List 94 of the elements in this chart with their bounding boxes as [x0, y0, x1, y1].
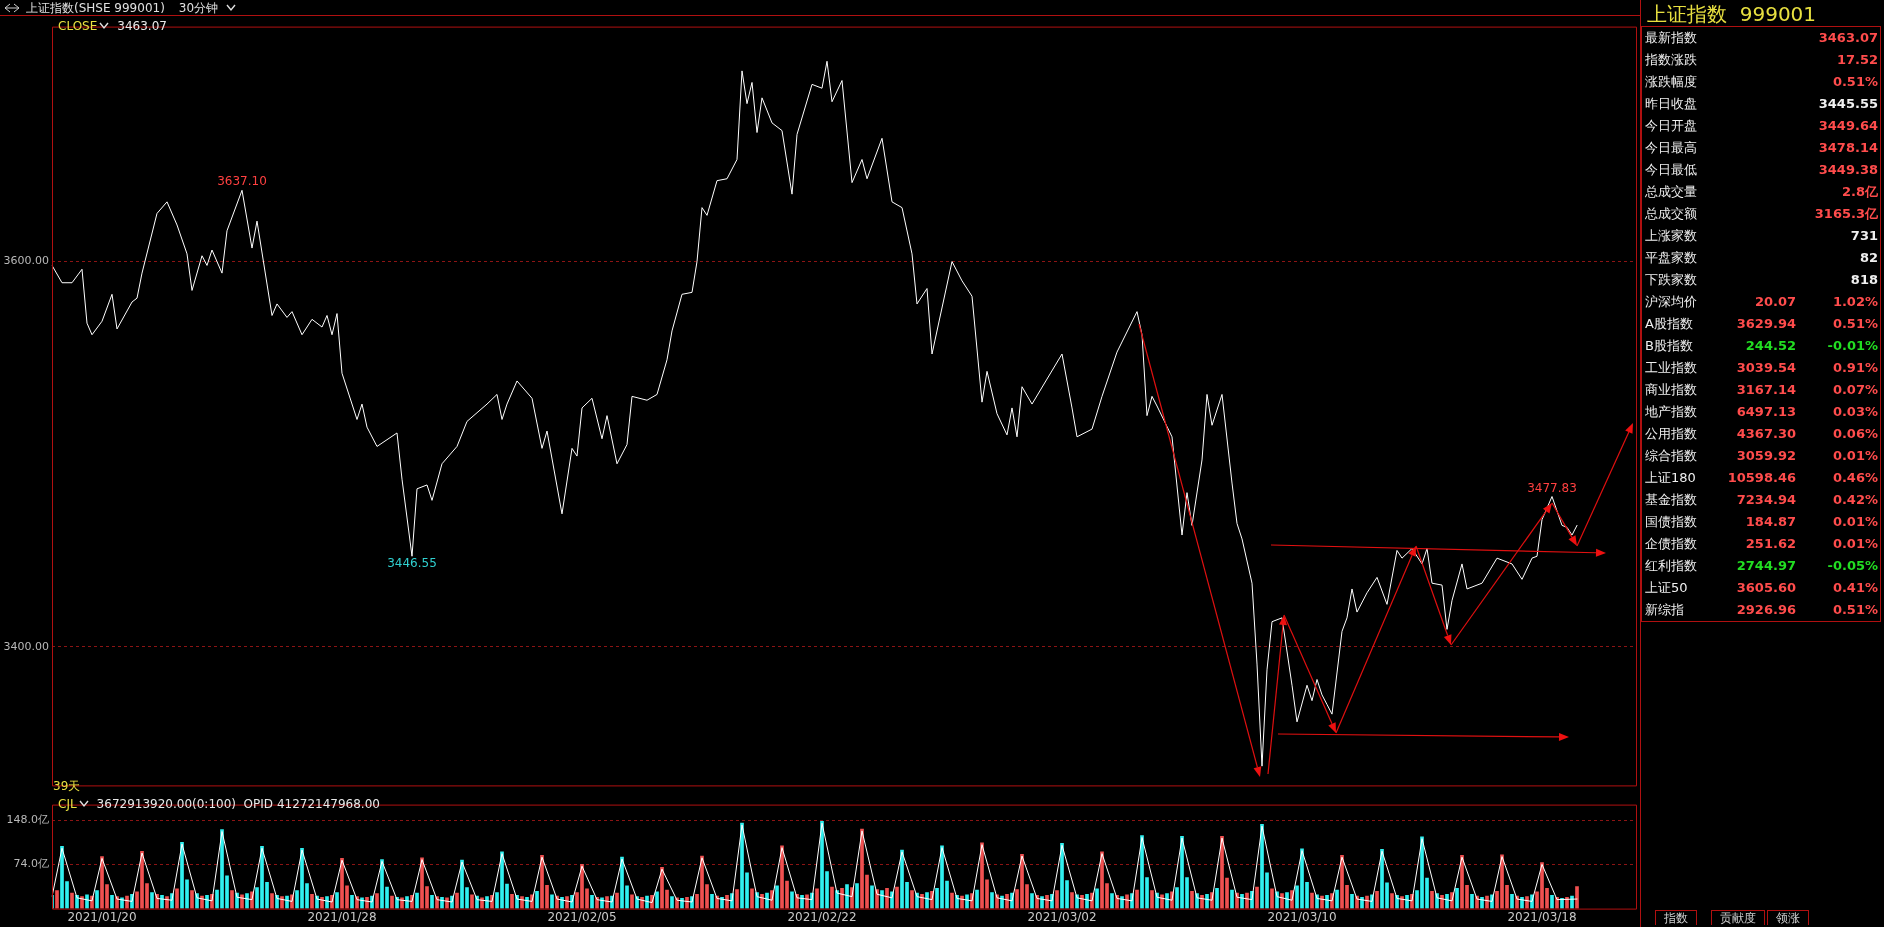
data-label: 0.91% — [1832, 359, 1878, 377]
category-label: 地产指数 — [1645, 403, 1697, 421]
data-label: 0.01% — [1832, 447, 1878, 465]
category-label: 新综指 — [1645, 601, 1684, 619]
annotation: 3672913920.00(0:100) OPID 41272147968.00 — [96, 797, 380, 811]
x-tick-label: 2021/01/20 — [67, 909, 137, 924]
data-label: 3449.38 — [1818, 161, 1878, 179]
data-label: 2744.97 — [1736, 557, 1796, 575]
data-label: 2926.96 — [1736, 601, 1796, 619]
x-tick-label: 2021/03/02 — [1027, 909, 1097, 924]
category-label: 基金指数 — [1645, 491, 1697, 509]
data-label: 4367.30 — [1736, 425, 1796, 443]
category-label: 公用指数 — [1645, 425, 1697, 443]
data-label: 0.51% — [1832, 601, 1878, 619]
annotation: 3477.83 — [1527, 480, 1577, 495]
data-label: 17.52 — [1836, 51, 1878, 69]
category-label: 上涨家数 — [1645, 227, 1697, 245]
category-label: 沪深均价 — [1645, 293, 1697, 311]
data-label: 818 — [1850, 271, 1878, 289]
category-label: 工业指数 — [1645, 359, 1697, 377]
text: 领涨 — [1767, 910, 1809, 925]
annotation: CLOSE — [58, 19, 98, 33]
category-label: 涨跌幅度 — [1645, 73, 1697, 91]
y-tick-label: 148.0亿 — [6, 813, 49, 826]
annotation: 3446.55 — [387, 556, 437, 571]
data-label: 731 — [1850, 227, 1878, 245]
data-label: 3605.60 — [1736, 579, 1796, 597]
category-label: 平盘家数 — [1645, 249, 1697, 267]
data-label: 20.07 — [1754, 293, 1796, 311]
data-label: 3167.14 — [1736, 381, 1796, 399]
category-label: 指数涨跌 — [1645, 51, 1697, 69]
category-label: 今日最高 — [1645, 139, 1697, 157]
category-label: 综合指数 — [1645, 447, 1697, 465]
category-label: 总成交额 — [1645, 205, 1697, 223]
data-label: 1.02% — [1832, 293, 1878, 311]
data-label: 6497.13 — [1736, 403, 1796, 421]
annotation: 39天 — [53, 779, 81, 793]
annotation: 3463.07 — [117, 19, 167, 33]
data-label: 3478.14 — [1818, 139, 1878, 157]
data-label: 0.01% — [1832, 535, 1878, 553]
category-label: 总成交量 — [1645, 183, 1697, 201]
x-tick-label: 2021/03/10 — [1267, 909, 1337, 924]
x-tick-label: 2021/03/18 — [1507, 909, 1577, 924]
category-label: B股指数 — [1645, 337, 1693, 355]
category-label: 今日最低 — [1645, 161, 1697, 179]
category-label: 企债指数 — [1645, 535, 1697, 553]
category-label: 下跌家数 — [1645, 271, 1697, 289]
x-tick-label: 2021/02/05 — [547, 909, 617, 924]
chart-subtitle: 30分钟 — [178, 0, 219, 15]
y-tick-label: 3600.00 — [3, 254, 49, 268]
data-label: -0.01% — [1827, 337, 1878, 355]
data-label: 3059.92 — [1736, 447, 1796, 465]
data-label: 3039.54 — [1736, 359, 1796, 377]
category-label: 红利指数 — [1645, 557, 1697, 575]
data-label: 7234.94 — [1736, 491, 1796, 509]
text: 指数 — [1655, 910, 1697, 925]
data-label: 0.01% — [1832, 513, 1878, 531]
data-label: 10598.46 — [1727, 469, 1796, 487]
data-label: 3449.64 — [1818, 117, 1878, 135]
data-label: 0.51% — [1832, 315, 1878, 333]
data-label: 0.03% — [1832, 403, 1878, 421]
data-label: 3629.94 — [1736, 315, 1796, 333]
data-label: 3165.3亿 — [1814, 205, 1878, 223]
category-label: 上证180 — [1645, 469, 1696, 487]
category-label: 最新指数 — [1645, 29, 1697, 47]
annotation: CJL — [58, 797, 77, 811]
category-label: A股指数 — [1645, 315, 1693, 333]
data-label: 0.46% — [1832, 469, 1878, 487]
text: 上证指数 999001 — [1647, 2, 1817, 26]
x-tick-label: 2021/01/28 — [307, 909, 377, 924]
data-label: 251.62 — [1745, 535, 1796, 553]
y-tick-label: 3400.00 — [3, 639, 49, 653]
category-label: 商业指数 — [1645, 381, 1697, 399]
data-label: 82 — [1859, 249, 1878, 267]
data-label: 2.8亿 — [1841, 183, 1878, 201]
chart-title: 上证指数(SHSE 999001) — [26, 0, 165, 15]
category-label: 上证50 — [1645, 579, 1688, 597]
category-label: 国债指数 — [1645, 513, 1697, 531]
category-label: 今日开盘 — [1645, 117, 1697, 135]
data-label: 244.52 — [1745, 337, 1796, 355]
annotation: 3637.10 — [217, 174, 267, 189]
category-label: 昨日收盘 — [1645, 95, 1697, 113]
data-label: 3445.55 — [1818, 95, 1878, 113]
data-label: 0.51% — [1832, 73, 1878, 91]
data-label: 0.06% — [1832, 425, 1878, 443]
text: 贡献度 — [1711, 910, 1765, 925]
data-label: 0.41% — [1832, 579, 1878, 597]
data-label: 0.07% — [1832, 381, 1878, 399]
x-tick-label: 2021/02/22 — [787, 909, 857, 924]
data-label: 184.87 — [1745, 513, 1796, 531]
y-tick-label: 74.0亿 — [13, 857, 49, 871]
data-label: -0.05% — [1827, 557, 1878, 575]
data-label: 3463.07 — [1818, 29, 1878, 47]
data-label: 0.42% — [1832, 491, 1878, 509]
